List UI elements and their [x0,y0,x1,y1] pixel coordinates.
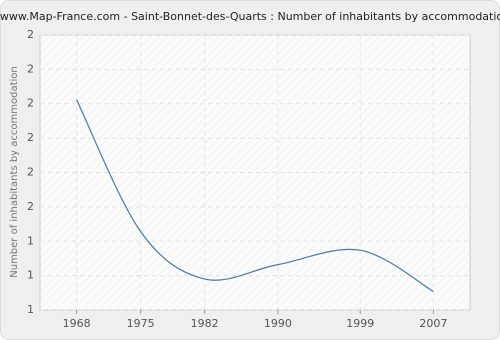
y-tick-label: 2 [27,97,34,110]
x-tick-label: 1975 [127,317,155,330]
x-tick-label: 1990 [264,317,292,330]
y-tick-label: 2 [27,28,34,41]
x-tick-label: 1968 [63,317,91,330]
data-line [76,99,434,292]
y-tick-label: 2 [27,165,34,178]
x-tick-label: 2007 [419,317,447,330]
y-tick-label: 2 [27,200,34,213]
y-tick-label: 1 [27,303,34,316]
y-tick-label: 1 [27,234,34,247]
x-tick-label: 1999 [346,317,374,330]
x-tick-label: 1982 [191,317,219,330]
y-tick-label: 2 [27,62,34,75]
y-tick-label: 2 [27,131,34,144]
chart-title: www.Map-France.com - Saint-Bonnet-des-Qu… [0,10,500,23]
plot-area [39,34,471,311]
y-tick-label: 1 [27,269,34,282]
y-axis-title: Number of inhabitants by accommodation [9,66,20,278]
